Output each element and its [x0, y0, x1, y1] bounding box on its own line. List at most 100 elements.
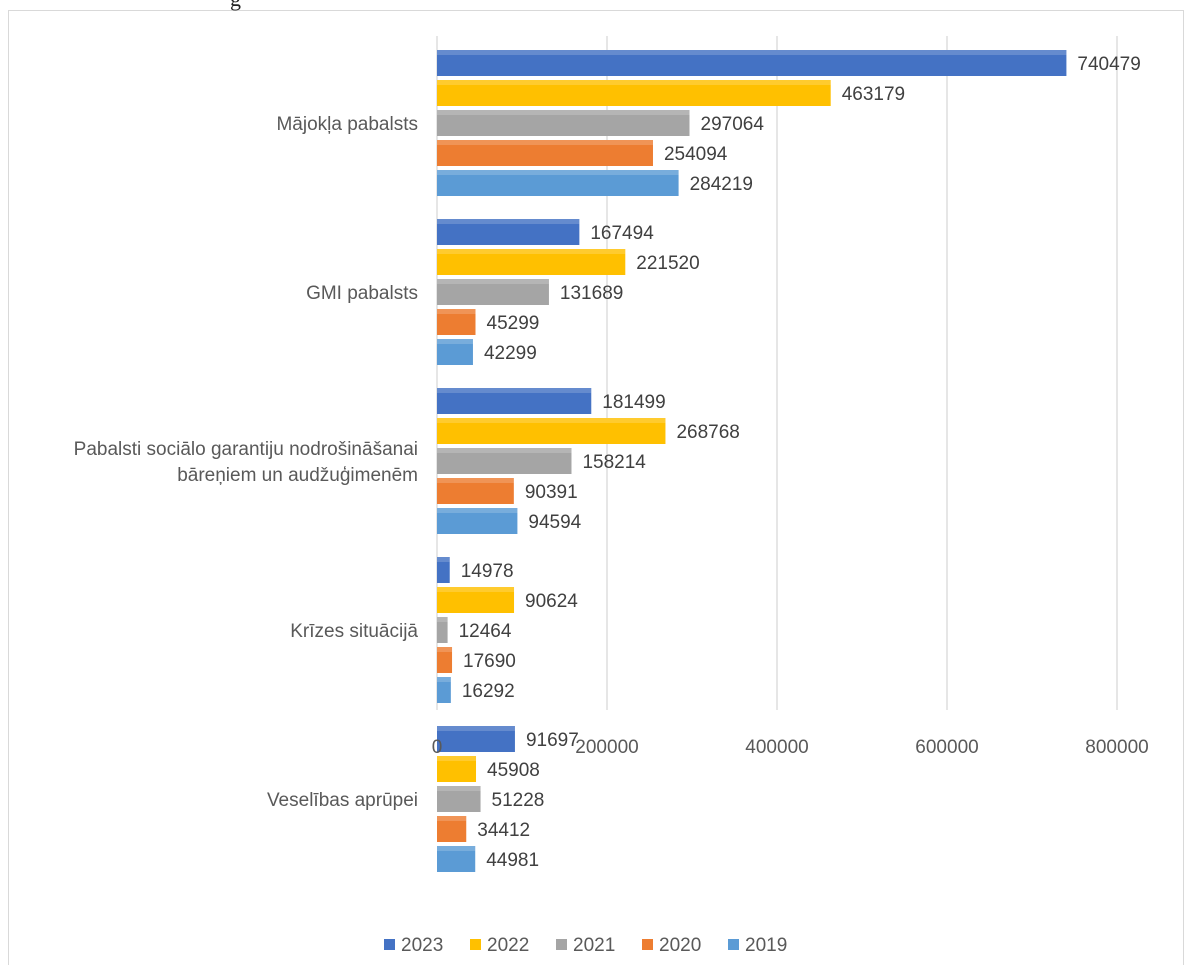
bar-highlight: [437, 388, 592, 393]
clipped-heading-text: g: [230, 0, 241, 12]
category-label: Pabalsti sociālo garantiju nodrošināšana…: [74, 439, 418, 486]
data-label: 297064: [701, 114, 765, 135]
bar-2023: [437, 219, 580, 245]
bar-highlight: [437, 309, 476, 314]
data-labels-group: 740479 463179 297064 254094 284219 167494 2215…: [459, 54, 1141, 871]
bar-2022: [437, 756, 477, 782]
bars-group: [437, 50, 1067, 872]
data-label: 284219: [690, 174, 753, 195]
data-label: 221520: [636, 253, 699, 274]
data-label: 45908: [487, 760, 540, 781]
x-tick-label: 600000: [915, 737, 978, 758]
bar-2021: [437, 617, 448, 643]
data-label: 254094: [664, 144, 728, 165]
category-label: Mājokļa pabalsts: [276, 114, 418, 135]
data-label: 158214: [582, 452, 646, 473]
bar-highlight: [437, 647, 453, 652]
bar-highlight: [437, 756, 477, 761]
bar-2019: [437, 508, 518, 534]
legend-label: 2019: [745, 935, 787, 956]
bar-highlight: [437, 50, 1067, 55]
legend-label: 2022: [487, 935, 529, 956]
data-label: 94594: [528, 512, 581, 533]
bar-2019: [437, 170, 679, 196]
bar-highlight: [437, 478, 514, 483]
bar-highlight: [437, 339, 473, 344]
bar-2021: [437, 110, 690, 136]
data-label: 45299: [487, 313, 540, 334]
bar-2020: [437, 647, 453, 673]
bar-highlight: [437, 557, 450, 562]
bar-highlight: [437, 219, 580, 224]
bar-2022: [437, 587, 515, 613]
category-labels-group: Mājokļa pabalsts GMI pabalsts Pabalsti soc…: [74, 114, 419, 811]
category-label: Krīzes situācijā: [290, 621, 418, 642]
data-label: 16292: [462, 681, 515, 702]
bar-2020: [437, 140, 653, 166]
bar-highlight: [437, 617, 448, 622]
bar-highlight: [437, 508, 518, 513]
data-label: 90391: [525, 482, 578, 503]
bar-highlight: [437, 816, 467, 821]
legend-swatch-2020: [642, 939, 653, 950]
data-label: 91697: [526, 730, 579, 751]
bar-2019: [437, 339, 473, 365]
chart-frame: [8, 10, 1184, 965]
legend-label: 2020: [659, 935, 701, 956]
data-label: 12464: [459, 621, 512, 642]
bar-2022: [437, 249, 626, 275]
bar-2021: [437, 279, 549, 305]
legend-swatch-2023: [384, 939, 395, 950]
bar-highlight: [437, 140, 653, 145]
legend-label: 2021: [573, 935, 615, 956]
data-label: 268768: [676, 422, 739, 443]
legend: 2023 2022 2021 2020 2019: [384, 935, 787, 956]
bar-highlight: [437, 249, 626, 254]
bar-2019: [437, 677, 451, 703]
legend-swatch-2021: [556, 939, 567, 950]
bar-2023: [437, 388, 592, 414]
legend-swatch-2019: [728, 939, 739, 950]
x-tick-label: 200000: [575, 737, 638, 758]
data-label: 44981: [486, 850, 539, 871]
bar-2021: [437, 448, 572, 474]
bar-2023: [437, 557, 450, 583]
bar-highlight: [437, 418, 666, 423]
bar-highlight: [437, 80, 831, 85]
bar-highlight: [437, 170, 679, 175]
bar-2022: [437, 80, 831, 106]
x-tick-labels-group: 0 200000 400000 600000 800000: [432, 737, 1149, 758]
data-label: 42299: [484, 343, 537, 364]
x-tick-label: 400000: [745, 737, 808, 758]
data-label: 463179: [842, 84, 905, 105]
bar-2020: [437, 816, 467, 842]
bar-highlight: [437, 587, 515, 592]
bar-highlight: [437, 786, 481, 791]
x-tick-label: 0: [432, 737, 443, 758]
data-label: 17690: [463, 651, 516, 672]
data-label: 51228: [492, 790, 545, 811]
bar-highlight: [437, 677, 451, 682]
bar-2020: [437, 309, 476, 335]
legend-label: 2023: [401, 935, 443, 956]
data-label: 34412: [477, 820, 530, 841]
bar-2020: [437, 478, 514, 504]
bar-2022: [437, 418, 666, 444]
bar-2023: [437, 50, 1067, 76]
data-label: 90624: [525, 591, 578, 612]
data-label: 167494: [590, 223, 654, 244]
bar-highlight: [437, 279, 549, 284]
data-label: 181499: [602, 392, 665, 413]
data-label: 740479: [1077, 54, 1140, 75]
bar-2023: [437, 726, 515, 752]
bar-highlight: [437, 448, 572, 453]
bar-highlight: [437, 726, 515, 731]
data-label: 131689: [560, 283, 623, 304]
category-label: Veselības aprūpei: [267, 790, 418, 811]
bar-highlight: [437, 846, 476, 851]
category-label: GMI pabalsts: [306, 283, 418, 304]
bar-2021: [437, 786, 481, 812]
x-tick-label: 800000: [1085, 737, 1148, 758]
bar-2019: [437, 846, 476, 872]
